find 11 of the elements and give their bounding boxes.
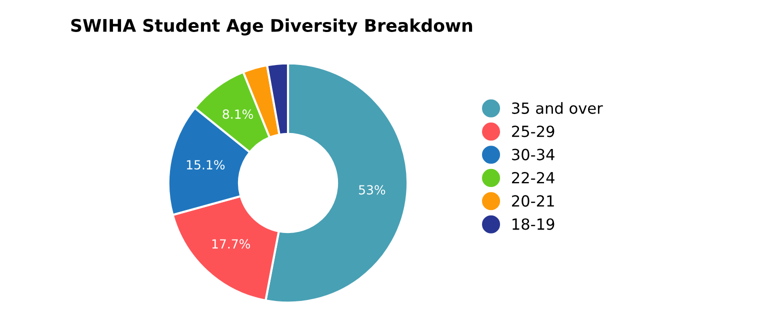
legend-label: 30-34 xyxy=(512,148,554,160)
legend-label: 18-19 xyxy=(512,218,554,230)
legend-label: 25-29 xyxy=(512,126,554,138)
data-label: 15.1% xyxy=(186,160,225,170)
data-label: 8.1% xyxy=(222,109,253,119)
data-label: 53% xyxy=(359,185,386,195)
data-label: 17.7% xyxy=(212,239,250,249)
legend-label: 20-21 xyxy=(512,195,554,207)
chart-title: SWIHA Student Age Diversity Breakdown xyxy=(71,18,472,36)
legend-label: 35 and over xyxy=(512,102,603,114)
legend-label: 22-24 xyxy=(512,172,554,184)
